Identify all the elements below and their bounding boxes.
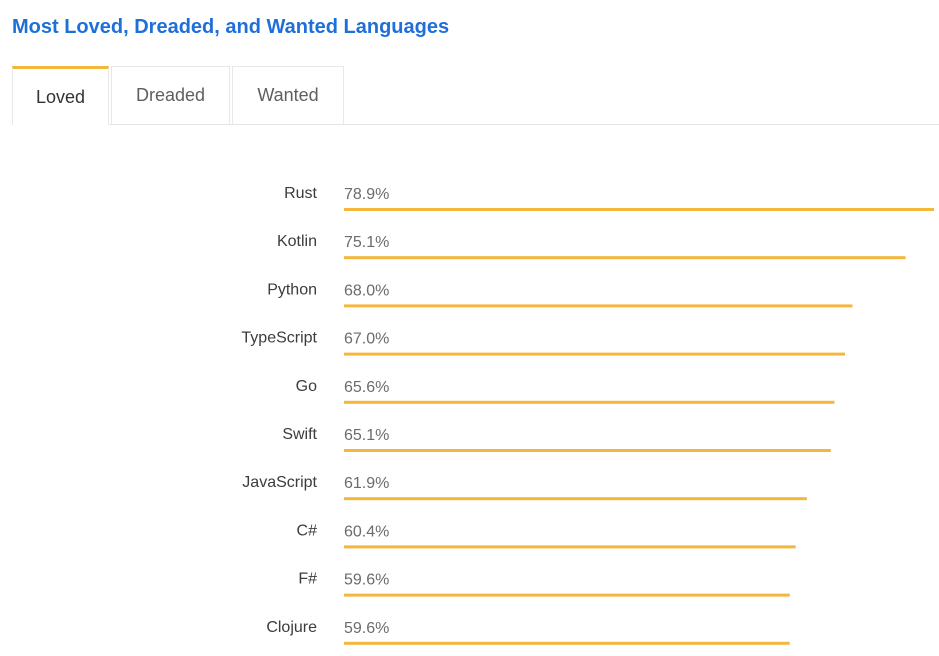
bar-csharp (344, 545, 796, 549)
tab-bar: Loved Dreaded Wanted (12, 66, 939, 125)
category-label-clojure: Clojure (266, 619, 317, 636)
category-label-fsharp: F# (298, 571, 317, 588)
bar-typescript (344, 352, 845, 356)
bar-swift (344, 449, 831, 452)
value-label-clojure: 59.6% (344, 620, 389, 637)
category-label-kotlin: Kotlin (277, 233, 317, 250)
category-label-go: Go (296, 378, 317, 395)
value-label-swift: 65.1% (344, 427, 389, 444)
value-label-fsharp: 59.6% (344, 572, 389, 589)
category-label-rust: Rust (284, 185, 317, 202)
value-label-rust: 78.9% (344, 186, 389, 203)
bar-kotlin (344, 256, 906, 260)
value-label-python: 68.0% (344, 282, 389, 299)
value-label-typescript: 67.0% (344, 331, 389, 348)
bar-go (344, 400, 835, 404)
tab-loved[interactable]: Loved (12, 66, 109, 125)
bar-javascript (344, 497, 807, 501)
page-title: Most Loved, Dreaded, and Wanted Language… (12, 16, 450, 38)
category-label-javascript: JavaScript (242, 474, 317, 491)
tab-wanted[interactable]: Wanted (232, 66, 344, 124)
tab-dreaded[interactable]: Dreaded (111, 66, 230, 124)
category-label-swift: Swift (282, 426, 317, 443)
bar-fsharp (344, 593, 790, 597)
category-label-typescript: TypeScript (241, 330, 317, 347)
category-label-csharp: C# (297, 522, 318, 539)
bar-rust (344, 208, 934, 211)
value-label-go: 65.6% (344, 379, 389, 396)
value-label-javascript: 61.9% (344, 475, 389, 492)
category-label-python: Python (267, 281, 317, 298)
value-label-csharp: 60.4% (344, 523, 389, 540)
value-label-kotlin: 75.1% (344, 234, 389, 251)
bar-python (344, 304, 853, 308)
bar-clojure (344, 641, 790, 645)
